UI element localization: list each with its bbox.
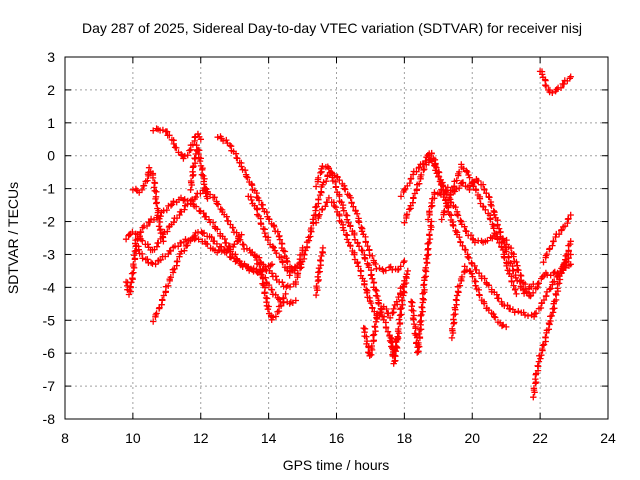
series-track-10: [251, 252, 289, 323]
series-track-21: [438, 161, 520, 298]
y-tick-label: -2: [43, 214, 56, 230]
series-track-7: [187, 142, 211, 202]
series-markers: [448, 263, 510, 342]
x-tick-label: 14: [261, 430, 277, 446]
series-track-9: [245, 193, 299, 279]
series-markers: [387, 267, 411, 367]
series-track-14: [360, 310, 381, 359]
series-markers: [540, 211, 574, 266]
series-track-11: [292, 168, 408, 286]
y-tick-label: -5: [43, 312, 56, 328]
x-tick-label: 10: [125, 430, 141, 446]
y-tick-label: 3: [47, 49, 55, 65]
y-tick-label: -7: [43, 378, 56, 394]
series-track-5: [129, 164, 167, 245]
series-markers: [133, 231, 245, 268]
series-markers: [401, 155, 574, 320]
series-markers: [150, 125, 204, 162]
x-tick-label: 16: [329, 430, 345, 446]
y-tick-label: -8: [43, 411, 56, 427]
series-markers: [292, 168, 408, 286]
x-tick-label: 22: [532, 430, 548, 446]
series-markers: [312, 244, 327, 299]
series-markers: [397, 149, 537, 295]
x-tick-label: 24: [600, 430, 616, 446]
series-markers: [438, 161, 520, 298]
series-track-13: [312, 194, 408, 321]
x-tick-label: 12: [193, 430, 209, 446]
series-track-6: [150, 125, 204, 162]
series-markers: [360, 310, 381, 359]
grid-lines: [65, 57, 608, 419]
series-markers: [530, 238, 574, 401]
y-tick-label: 0: [47, 148, 55, 164]
series-markers: [408, 218, 435, 356]
series-track-19: [401, 155, 574, 320]
y-tick-label: 2: [47, 82, 55, 98]
x-tick-label: 20: [464, 430, 480, 446]
series-markers: [187, 142, 211, 202]
series-markers: [536, 68, 574, 96]
series-markers: [214, 133, 306, 274]
series-markers: [312, 194, 408, 321]
y-tick-label: -4: [43, 279, 56, 295]
chart-title: Day 287 of 2025, Sidereal Day-to-day VTE…: [82, 20, 582, 36]
y-axis-label: SDTVAR / TECUs: [5, 182, 21, 294]
series-track-24: [540, 211, 574, 266]
series-track-18: [397, 149, 537, 295]
series-markers: [129, 164, 167, 245]
y-tick-label: -3: [43, 246, 56, 262]
series-track-17: [312, 244, 327, 299]
series-track-8: [214, 133, 306, 274]
y-tick-label: -6: [43, 345, 56, 361]
x-tick-label: 8: [61, 430, 69, 446]
x-tick-label: 18: [397, 430, 413, 446]
series-track-15: [387, 267, 411, 367]
y-tick-label: 1: [47, 115, 55, 131]
x-axis-label: GPS time / hours: [283, 457, 390, 473]
y-tick-label: -1: [43, 181, 56, 197]
series-markers: [245, 193, 299, 279]
data-marks: [122, 68, 574, 401]
series-track-23: [530, 238, 574, 401]
series-track-16: [408, 218, 435, 356]
series-track-22: [448, 263, 510, 342]
series-track-25: [536, 68, 574, 96]
series-track-3: [133, 231, 245, 268]
series-markers: [251, 252, 289, 323]
